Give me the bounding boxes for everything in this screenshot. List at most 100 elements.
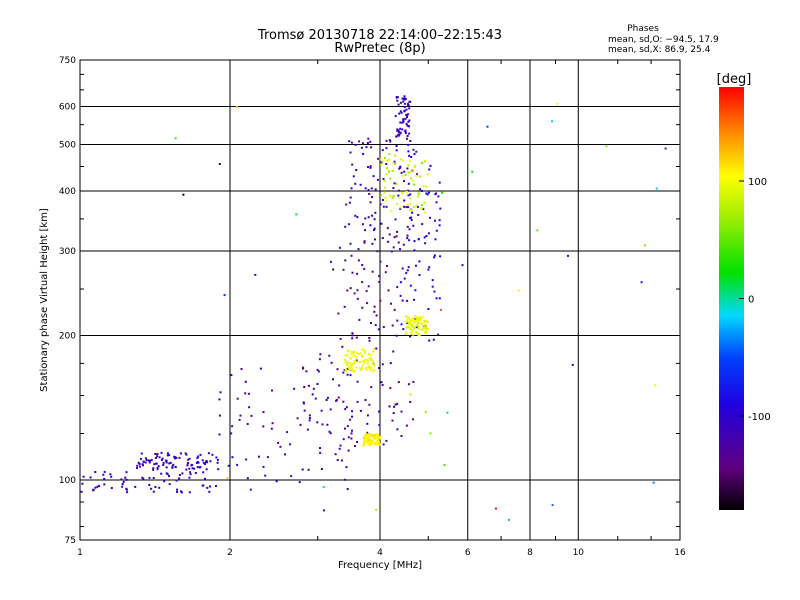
data-point: [354, 360, 357, 363]
data-point: [246, 423, 249, 425]
data-point: [403, 205, 405, 208]
data-point: [363, 240, 366, 243]
data-point: [368, 193, 371, 195]
data-point: [264, 474, 267, 477]
data-point: [148, 476, 151, 479]
data-point: [175, 456, 178, 459]
data-point: [139, 465, 141, 468]
data-point: [362, 153, 365, 155]
data-point: [370, 146, 373, 149]
data-point: [325, 399, 328, 401]
data-point: [152, 468, 155, 471]
data-point: [98, 485, 101, 487]
x-tick-label: 6: [465, 548, 471, 558]
data-point: [204, 477, 206, 480]
data-point: [344, 408, 347, 411]
data-point: [295, 213, 298, 216]
data-point: [365, 369, 368, 372]
data-point: [235, 106, 238, 108]
data-point: [308, 419, 311, 422]
data-point: [215, 485, 217, 487]
data-point: [426, 321, 429, 324]
data-point: [162, 464, 165, 466]
data-point: [413, 183, 416, 186]
data-point: [386, 167, 388, 170]
data-point: [379, 299, 382, 302]
data-point: [161, 457, 164, 460]
data-point: [384, 186, 386, 189]
data-point: [354, 214, 357, 217]
data-point: [424, 332, 427, 334]
data-point: [409, 203, 411, 206]
data-point: [353, 292, 356, 295]
data-point: [366, 438, 369, 441]
data-point: [359, 183, 362, 186]
data-point: [405, 108, 408, 111]
data-point: [422, 327, 425, 330]
data-point: [147, 459, 150, 462]
data-point: [373, 443, 376, 446]
data-point: [120, 478, 123, 481]
data-point: [419, 316, 422, 319]
data-point: [156, 453, 159, 455]
data-point: [411, 179, 414, 182]
data-point: [343, 478, 346, 481]
data-point: [384, 200, 387, 203]
data-point: [407, 113, 409, 116]
data-point: [364, 217, 367, 220]
data-point: [353, 359, 356, 362]
data-point: [349, 151, 352, 154]
data-point: [389, 387, 392, 390]
data-point: [396, 96, 399, 99]
data-point: [405, 191, 408, 193]
data-point: [399, 110, 402, 113]
data-point: [392, 195, 395, 198]
data-point: [369, 369, 372, 372]
data-point: [407, 143, 410, 146]
data-point: [326, 423, 329, 426]
data-point: [395, 149, 398, 152]
data-point: [404, 315, 407, 318]
data-point: [266, 456, 269, 459]
data-point: [365, 433, 368, 436]
data-point: [372, 175, 375, 178]
data-point: [140, 452, 143, 455]
data-point: [326, 396, 329, 399]
data-point: [379, 203, 382, 206]
data-point: [408, 119, 411, 122]
data-point: [362, 349, 365, 352]
data-point: [218, 398, 221, 401]
data-point: [350, 366, 353, 369]
data-point: [379, 260, 382, 263]
data-point: [406, 167, 409, 170]
data-point: [367, 439, 370, 442]
data-point: [416, 173, 418, 176]
data-point: [347, 350, 349, 353]
data-point: [144, 457, 147, 460]
data-point: [373, 310, 376, 313]
data-point: [426, 173, 429, 176]
data-point: [316, 383, 319, 385]
data-point: [432, 338, 435, 341]
data-point: [96, 485, 99, 488]
y-tick-label: 300: [59, 247, 76, 257]
x-tick-label: 2: [227, 548, 233, 558]
data-point: [347, 449, 350, 452]
data-point: [370, 386, 373, 389]
data-point: [393, 160, 396, 163]
data-point: [259, 367, 262, 370]
data-point: [387, 158, 390, 161]
data-point: [363, 267, 366, 270]
data-point: [332, 268, 335, 271]
data-point: [365, 432, 367, 435]
data-point: [409, 217, 411, 219]
data-point: [398, 196, 401, 199]
data-point: [388, 170, 390, 173]
data-point: [420, 322, 423, 325]
data-point: [345, 406, 348, 409]
data-point: [413, 240, 416, 243]
data-point: [406, 325, 409, 328]
data-point: [178, 474, 181, 476]
data-point: [355, 336, 358, 339]
data-point: [378, 440, 380, 443]
